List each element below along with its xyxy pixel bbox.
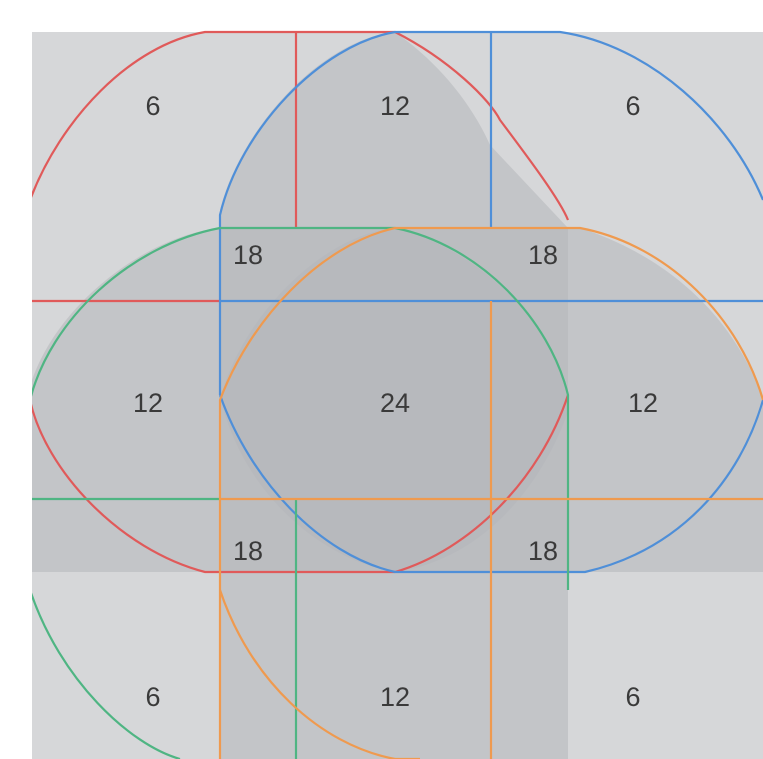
label-bottom-center: 12 (380, 682, 410, 712)
label-top-center: 12 (380, 91, 410, 121)
green-shape-lower-outline (32, 592, 181, 759)
label-top-right: 6 (625, 91, 640, 121)
label-upper-left-inner: 18 (233, 240, 263, 270)
label-bottom-right: 6 (625, 682, 640, 712)
label-middle-right: 12 (628, 388, 658, 418)
label-top-left: 6 (145, 91, 160, 121)
label-middle-left: 12 (133, 388, 163, 418)
orange-shape (218, 226, 763, 759)
blue-shape-outline (218, 30, 763, 395)
label-lower-right-inner: 18 (528, 536, 558, 566)
label-bottom-left: 6 (145, 682, 160, 712)
red-shape (32, 30, 570, 574)
red-shape-lower-outline (32, 394, 570, 574)
label-lower-left-inner: 18 (233, 536, 263, 566)
label-upper-right-inner: 18 (528, 240, 558, 270)
red-shape-outline (32, 30, 570, 221)
orange-shape-lower-outline (218, 589, 420, 759)
label-center: 24 (380, 388, 410, 418)
region-labels: 6 12 6 18 18 12 24 12 18 18 6 12 6 (133, 91, 658, 712)
orange-shape-outline (218, 226, 763, 759)
